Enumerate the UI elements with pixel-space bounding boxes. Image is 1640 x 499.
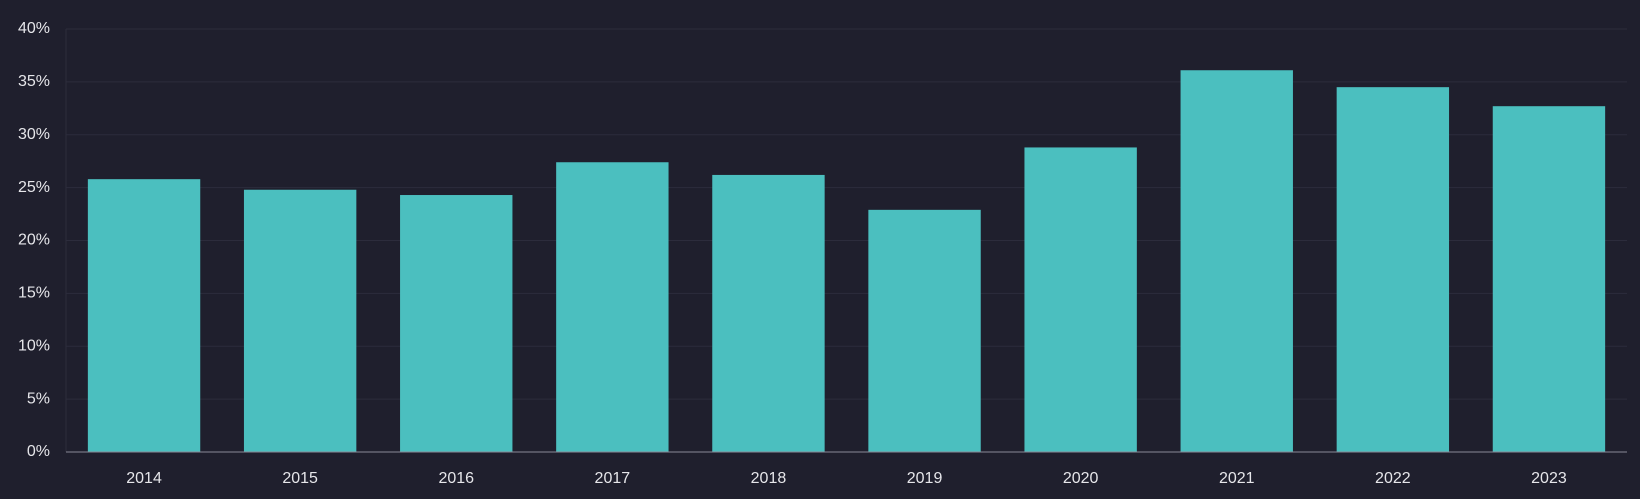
y-tick-label: 40%	[18, 20, 50, 37]
bar	[868, 209, 981, 452]
y-tick-label: 0%	[27, 443, 50, 460]
y-tick-label: 10%	[18, 337, 50, 354]
bar	[1492, 106, 1606, 452]
bar	[243, 189, 357, 453]
y-tick-label: 35%	[18, 73, 50, 90]
bar	[1180, 70, 1293, 453]
y-tick-label: 15%	[18, 285, 50, 302]
y-tick-label: 20%	[18, 232, 50, 249]
x-tick-label: 2020	[1063, 470, 1099, 487]
bar	[556, 162, 669, 452]
x-tick-label: 2022	[1375, 470, 1411, 487]
bar	[1024, 147, 1137, 452]
x-tick-label: 2015	[282, 470, 318, 487]
x-tick-label: 2017	[595, 470, 631, 487]
x-tick-label: 2023	[1531, 470, 1567, 487]
y-tick-label: 30%	[18, 126, 50, 143]
x-tick-label: 2014	[126, 470, 162, 487]
bar	[87, 179, 201, 453]
bar	[400, 195, 513, 452]
y-tick-label: 5%	[27, 390, 50, 407]
y-tick-label: 25%	[18, 179, 50, 196]
x-tick-label: 2021	[1219, 470, 1255, 487]
x-tick-label: 2018	[751, 470, 787, 487]
x-tick-label: 2019	[907, 470, 943, 487]
bar	[712, 174, 825, 452]
bar	[1336, 87, 1450, 452]
x-tick-label: 2016	[438, 470, 474, 487]
